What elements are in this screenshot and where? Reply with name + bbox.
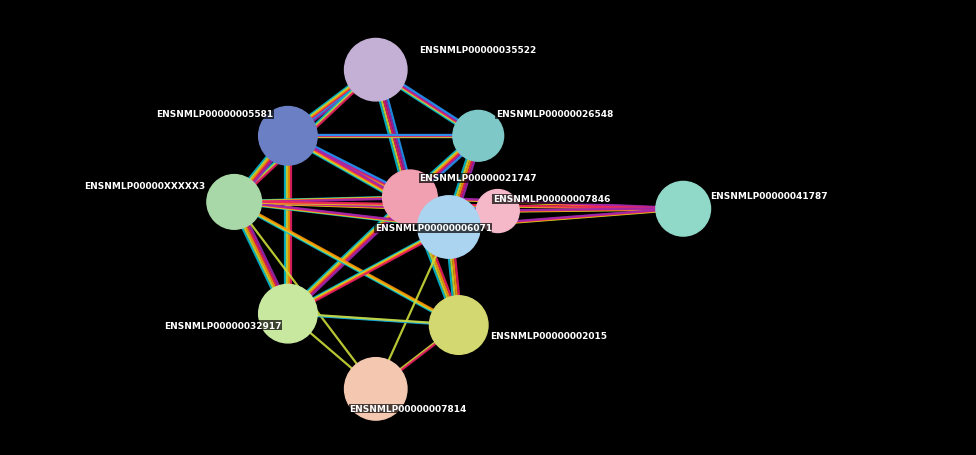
- Text: ENSNMLP00000005581: ENSNMLP00000005581: [156, 110, 273, 119]
- Text: ENSNMLP00000002015: ENSNMLP00000002015: [490, 331, 607, 340]
- Ellipse shape: [345, 40, 407, 101]
- Ellipse shape: [418, 197, 480, 258]
- Text: ENSNMLP00000032917: ENSNMLP00000032917: [164, 321, 281, 330]
- Text: ENSNMLP00000007846: ENSNMLP00000007846: [493, 195, 610, 204]
- Ellipse shape: [383, 171, 437, 225]
- Text: ENSNMLP00000006071: ENSNMLP00000006071: [375, 224, 492, 233]
- Ellipse shape: [207, 175, 262, 230]
- Text: ENSNMLP00000007814: ENSNMLP00000007814: [349, 404, 467, 413]
- Text: ENSNMLP00000026548: ENSNMLP00000026548: [496, 110, 613, 119]
- Ellipse shape: [453, 111, 504, 162]
- Ellipse shape: [259, 285, 317, 343]
- Text: ENSNMLP00000021747: ENSNMLP00000021747: [420, 174, 537, 183]
- Ellipse shape: [476, 190, 519, 233]
- Ellipse shape: [259, 107, 317, 166]
- Ellipse shape: [345, 358, 407, 420]
- Text: ENSNMLP00000XXXXX3: ENSNMLP00000XXXXX3: [84, 182, 205, 191]
- Text: ENSNMLP00000035522: ENSNMLP00000035522: [420, 46, 537, 55]
- Ellipse shape: [656, 182, 711, 237]
- Text: ENSNMLP00000041787: ENSNMLP00000041787: [711, 192, 828, 201]
- Ellipse shape: [429, 296, 488, 354]
